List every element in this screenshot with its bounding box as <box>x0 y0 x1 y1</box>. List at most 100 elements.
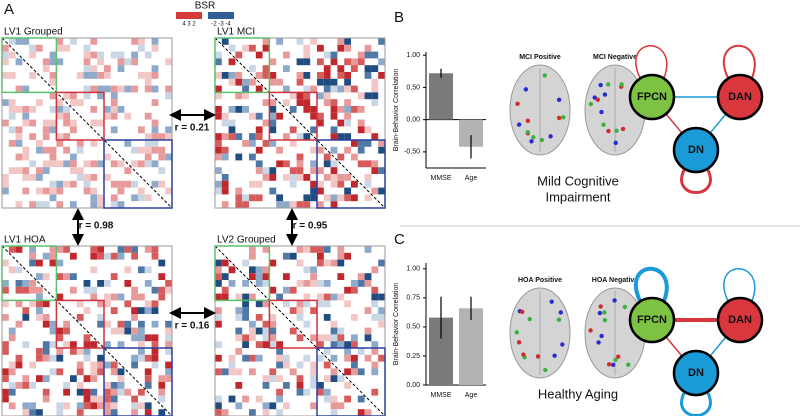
matrix-cell <box>76 72 84 79</box>
matrix-cell <box>36 44 43 52</box>
matrix-cell <box>83 51 91 59</box>
matrix-cell <box>310 126 317 134</box>
matrix-cell <box>90 286 98 294</box>
matrix-cell <box>323 300 331 308</box>
matrix-cell <box>364 327 372 335</box>
matrix-cell <box>97 280 104 287</box>
matrix-cell <box>29 133 36 140</box>
matrix-cell <box>90 85 98 93</box>
matrix-cell <box>242 92 249 100</box>
matrix-cell <box>131 314 138 321</box>
matrix-cell <box>242 280 249 287</box>
diagonal <box>1 245 173 416</box>
matrix-cell <box>90 187 98 195</box>
matrix-cell <box>63 112 70 120</box>
matrix-cell <box>110 327 118 335</box>
matrix-cell <box>323 388 331 396</box>
matrix-cell <box>276 201 283 208</box>
matrix-cell <box>323 99 331 106</box>
matrix-cell <box>124 246 132 253</box>
matrix-cell <box>337 38 345 45</box>
matrix-cell <box>337 273 345 280</box>
matrix-cell <box>371 160 379 168</box>
matrix-cell <box>165 375 172 382</box>
x-tick-label: Age <box>465 392 478 399</box>
matrix-cell <box>36 293 43 301</box>
matrix-cell <box>296 246 304 253</box>
matrix-cell <box>29 44 36 52</box>
node <box>525 129 530 135</box>
matrix-cell <box>97 51 104 59</box>
matrix-cell <box>110 194 118 202</box>
matrix-cell <box>36 300 43 308</box>
matrix-cell <box>330 341 338 348</box>
matrix-cell <box>351 314 358 321</box>
matrix-cell <box>228 58 236 66</box>
matrix-cell <box>323 78 331 86</box>
matrix-cell <box>22 307 30 314</box>
matrix-cell <box>151 126 159 134</box>
matrix-frame <box>214 245 386 416</box>
matrix-cell <box>83 58 91 66</box>
matrix-cell <box>235 348 243 355</box>
matrix-cell <box>310 85 317 93</box>
matrix-cell <box>15 58 23 66</box>
matrix-cell <box>255 300 263 308</box>
brain-label: MCI Negative <box>593 54 637 61</box>
matrix-cell <box>158 133 166 140</box>
matrix-cell <box>90 38 98 45</box>
matrix-cell <box>351 341 358 348</box>
matrix-cell <box>262 327 270 335</box>
node <box>516 340 522 345</box>
self-loop <box>680 169 712 194</box>
matrix-cell <box>29 259 36 267</box>
matrix-cell <box>235 368 243 376</box>
matrix-cell <box>138 307 145 314</box>
matrix-cell <box>104 382 111 389</box>
matrix-cell <box>351 286 358 294</box>
matrix-cell <box>228 354 236 362</box>
matrix-cell <box>144 307 152 314</box>
matrix-cell <box>242 44 249 52</box>
matrix-cell <box>70 375 77 382</box>
matrix-cell <box>296 38 304 45</box>
matrix-cell <box>344 368 351 376</box>
matrix-cell <box>97 58 104 66</box>
matrix-cell <box>117 382 125 389</box>
matrix-cell <box>269 187 277 195</box>
matrix-cell <box>90 266 98 274</box>
matrix-cell <box>117 180 125 188</box>
node <box>561 115 566 120</box>
matrix-cell <box>330 409 338 416</box>
matrix-cell <box>144 266 152 274</box>
matrix-cell <box>255 395 263 403</box>
matrix-cell <box>283 286 290 294</box>
matrix-cell <box>378 354 385 362</box>
matrix-cell <box>56 187 64 195</box>
matrix-cell <box>2 368 9 376</box>
matrix-cell <box>117 388 125 396</box>
matrix-cell <box>310 402 317 410</box>
matrix-cell <box>357 140 365 147</box>
matrix-cell <box>323 348 331 355</box>
matrix-cell <box>323 314 331 321</box>
matrix-cell <box>242 194 249 202</box>
matrix-cell <box>303 133 311 140</box>
diagonal <box>214 245 386 416</box>
matrix-cell <box>49 259 57 267</box>
matrix-cell <box>97 361 104 369</box>
matrix-cell <box>151 44 159 52</box>
matrix-cell <box>22 187 30 195</box>
node <box>552 353 557 358</box>
matrix-cell <box>110 99 118 106</box>
matrix-cell <box>249 354 256 362</box>
matrix-cell <box>97 368 104 376</box>
matrix-cell <box>215 180 222 188</box>
node <box>602 317 608 323</box>
matrix-cell <box>110 92 118 100</box>
matrix-cell <box>221 293 229 301</box>
matrix-cell <box>296 375 304 382</box>
matrix-cell <box>330 99 338 106</box>
matrix-cell <box>330 160 338 168</box>
matrix-cell <box>215 106 222 113</box>
